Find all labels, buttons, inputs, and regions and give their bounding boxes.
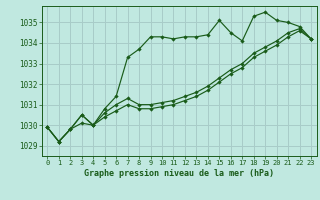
X-axis label: Graphe pression niveau de la mer (hPa): Graphe pression niveau de la mer (hPa): [84, 169, 274, 178]
